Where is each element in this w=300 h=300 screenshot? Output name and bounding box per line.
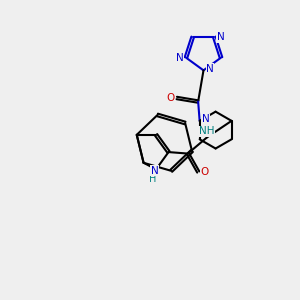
Text: N: N: [206, 64, 214, 74]
Text: H: H: [149, 174, 157, 184]
Text: N: N: [202, 114, 209, 124]
Text: N: N: [176, 52, 183, 63]
Text: O: O: [200, 167, 208, 177]
Text: O: O: [167, 93, 175, 103]
Text: NH: NH: [199, 126, 214, 136]
Text: N: N: [151, 166, 158, 176]
Text: N: N: [217, 32, 225, 42]
